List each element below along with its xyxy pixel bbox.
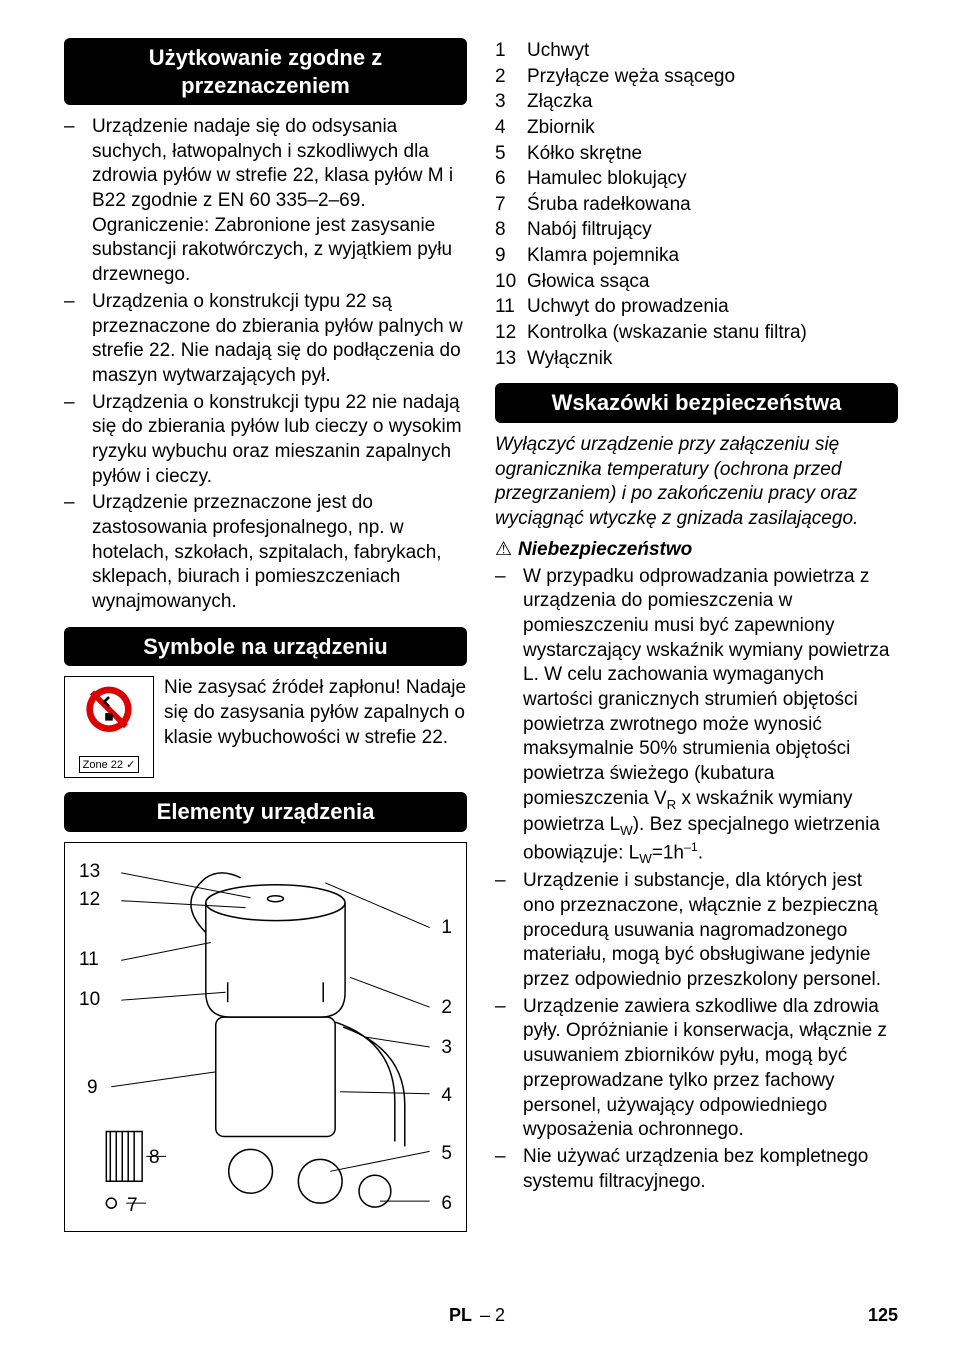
callout-12: 12: [79, 889, 100, 911]
list-item: Urządzenie i substancje, dla których jes…: [495, 869, 898, 992]
part-item: Nabój filtrujący: [495, 217, 898, 243]
safety-intro: Wyłączyć urządzenie przy załączeniu się …: [495, 433, 898, 532]
part-item: Hamulec blokujący: [495, 166, 898, 192]
callout-11: 11: [79, 949, 99, 971]
callout-10: 10: [79, 989, 100, 1011]
list-item: Urządzenie zawiera szkodliwe dla zdrowia…: [495, 995, 898, 1143]
list-item: Urządzenie nadaje się do odsysania suchy…: [64, 115, 467, 288]
danger-label: Niebezpieczeństwo: [495, 538, 898, 561]
no-ignition-icon: [70, 681, 148, 747]
parts-list: Uchwyt Przyłącze węża ssącego Złączka Zb…: [495, 38, 898, 371]
heading-intended-use: Użytkowanie zgodne z przeznaczeniem: [64, 38, 467, 105]
danger-list: W przypadku odprowadzania powietrza z ur…: [495, 565, 898, 1195]
part-item: Złączka: [495, 89, 898, 115]
intended-use-list: Urządzenie nadaje się do odsysania suchy…: [64, 115, 467, 615]
part-item: Uchwyt: [495, 38, 898, 64]
callout-9: 9: [87, 1077, 98, 1099]
part-item: Klamra pojemnika: [495, 243, 898, 269]
callout-13: 13: [79, 861, 100, 883]
part-item: Przyłącze węża ssącego: [495, 64, 898, 90]
callout-8: 8: [149, 1147, 160, 1169]
callout-3: 3: [441, 1037, 452, 1059]
list-item: Nie używać urządzenia bez kompletnego sy…: [495, 1145, 898, 1194]
footer-lang: PL: [449, 1305, 472, 1326]
device-diagram: 13 12 11 10 9 8 7 1 2 3 4 5 6: [64, 842, 467, 1232]
part-item: Zbiornik: [495, 115, 898, 141]
heading-symbols: Symbole na urządzeniu: [64, 627, 467, 667]
symbol-row: Zone 22 ✓ Nie zasysać źródeł zapłonu! Na…: [64, 676, 467, 778]
callout-4: 4: [441, 1085, 452, 1107]
list-item: W przypadku odprowadzania powietrza z ur…: [495, 565, 898, 868]
callout-6: 6: [441, 1193, 452, 1215]
part-item: Kontrolka (wskazanie stanu filtra): [495, 320, 898, 346]
symbol-description: Nie zasysać źródeł zapłonu! Nadaje się d…: [164, 676, 467, 750]
part-item: Głowica ssąca: [495, 269, 898, 295]
device-illustration: [65, 843, 466, 1231]
heading-safety: Wskazówki bezpieczeństwa: [495, 383, 898, 423]
callout-5: 5: [441, 1143, 452, 1165]
zone-22-label: Zone 22 ✓: [79, 756, 140, 773]
symbol-box: Zone 22 ✓: [64, 676, 154, 778]
callout-7: 7: [127, 1195, 138, 1217]
list-item: Urządzenie przeznaczone jest do zastosow…: [64, 491, 467, 614]
footer-section: – 2: [480, 1305, 505, 1326]
part-item: Uchwyt do prowadzenia: [495, 294, 898, 320]
page-number: 125: [868, 1305, 898, 1326]
part-item: Śruba radełkowana: [495, 192, 898, 218]
callout-1: 1: [441, 917, 452, 939]
footer: PL – 2: [0, 1305, 954, 1326]
heading-elements: Elementy urządzenia: [64, 792, 467, 832]
part-item: Kółko skrętne: [495, 141, 898, 167]
list-item: Urządzenia o konstrukcji typu 22 są prze…: [64, 290, 467, 389]
part-item: Wyłącznik: [495, 346, 898, 372]
list-item: Urządzenia o konstrukcji typu 22 nie nad…: [64, 391, 467, 490]
callout-2: 2: [441, 997, 452, 1019]
